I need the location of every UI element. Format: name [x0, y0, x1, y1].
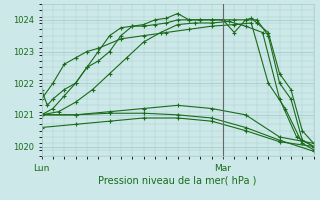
X-axis label: Pression niveau de la mer( hPa ): Pression niveau de la mer( hPa ): [99, 175, 257, 185]
